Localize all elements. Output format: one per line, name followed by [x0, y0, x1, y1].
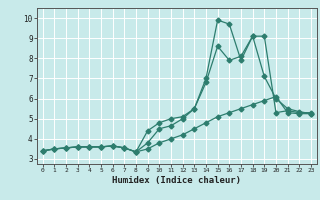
X-axis label: Humidex (Indice chaleur): Humidex (Indice chaleur) [112, 176, 241, 185]
